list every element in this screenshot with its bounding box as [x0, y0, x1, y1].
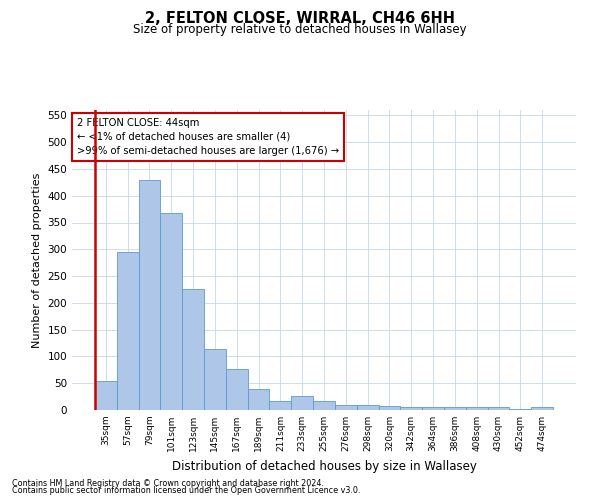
Bar	[379, 406, 400, 410]
Bar	[466, 408, 488, 410]
Bar	[400, 408, 422, 410]
Y-axis label: Number of detached properties: Number of detached properties	[32, 172, 42, 348]
Bar	[248, 388, 269, 410]
Bar	[269, 401, 291, 410]
Bar	[422, 408, 444, 410]
Bar	[291, 396, 313, 410]
Bar	[509, 409, 531, 410]
Bar	[182, 290, 204, 410]
Bar	[117, 252, 139, 410]
Bar	[226, 369, 248, 410]
Bar	[313, 401, 335, 410]
Text: Size of property relative to detached houses in Wallasey: Size of property relative to detached ho…	[133, 22, 467, 36]
Bar	[204, 350, 226, 410]
Bar	[95, 380, 117, 410]
Bar	[160, 214, 182, 410]
Bar	[488, 408, 509, 410]
Bar	[444, 408, 466, 410]
Bar	[357, 404, 379, 410]
Text: 2 FELTON CLOSE: 44sqm
← <1% of detached houses are smaller (4)
>99% of semi-deta: 2 FELTON CLOSE: 44sqm ← <1% of detached …	[77, 118, 339, 156]
Text: Contains public sector information licensed under the Open Government Licence v3: Contains public sector information licen…	[12, 486, 361, 495]
Bar	[139, 180, 160, 410]
Bar	[335, 404, 357, 410]
Text: Contains HM Land Registry data © Crown copyright and database right 2024.: Contains HM Land Registry data © Crown c…	[12, 478, 324, 488]
Text: 2, FELTON CLOSE, WIRRAL, CH46 6HH: 2, FELTON CLOSE, WIRRAL, CH46 6HH	[145, 11, 455, 26]
X-axis label: Distribution of detached houses by size in Wallasey: Distribution of detached houses by size …	[172, 460, 476, 472]
Bar	[531, 408, 553, 410]
